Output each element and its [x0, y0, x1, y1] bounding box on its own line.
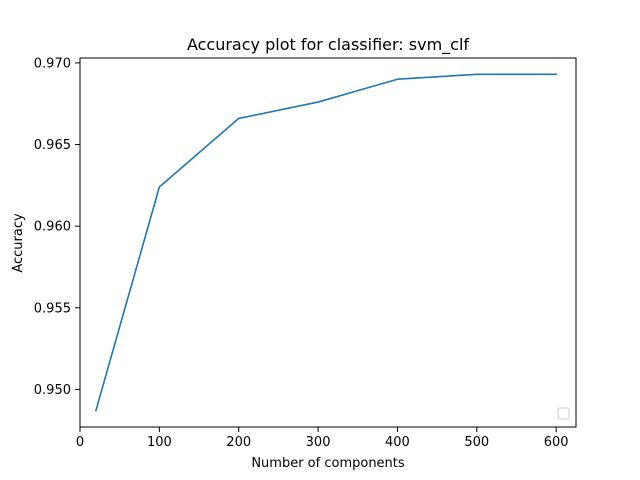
y-axis-label: Accuracy — [11, 213, 26, 273]
x-tick-label: 200 — [226, 435, 251, 450]
chart-title: Accuracy plot for classifier: svm_clf — [187, 35, 469, 55]
plot-frame — [79, 57, 577, 428]
y-tick-label: 0.970 — [34, 56, 71, 71]
series-line — [94, 73, 557, 412]
y-axis: 0.950 0.955 0.960 0.965 0.970 — [34, 56, 80, 398]
x-tick-label: 0 — [76, 435, 84, 450]
legend-box — [557, 407, 570, 420]
y-tick-label: 0.950 — [34, 383, 71, 398]
x-tick-label: 600 — [544, 435, 569, 450]
plot-area — [94, 73, 557, 412]
x-axis: 0 100 200 300 400 500 600 — [76, 427, 569, 450]
y-tick-label: 0.955 — [34, 301, 71, 316]
x-tick-label: 300 — [306, 435, 331, 450]
x-axis-label: Number of components — [251, 456, 405, 471]
x-tick-label: 500 — [464, 435, 489, 450]
y-tick-label: 0.960 — [34, 220, 71, 235]
x-tick-label: 100 — [147, 435, 172, 450]
x-tick-label: 400 — [385, 435, 410, 450]
y-tick-label: 0.965 — [34, 138, 71, 153]
